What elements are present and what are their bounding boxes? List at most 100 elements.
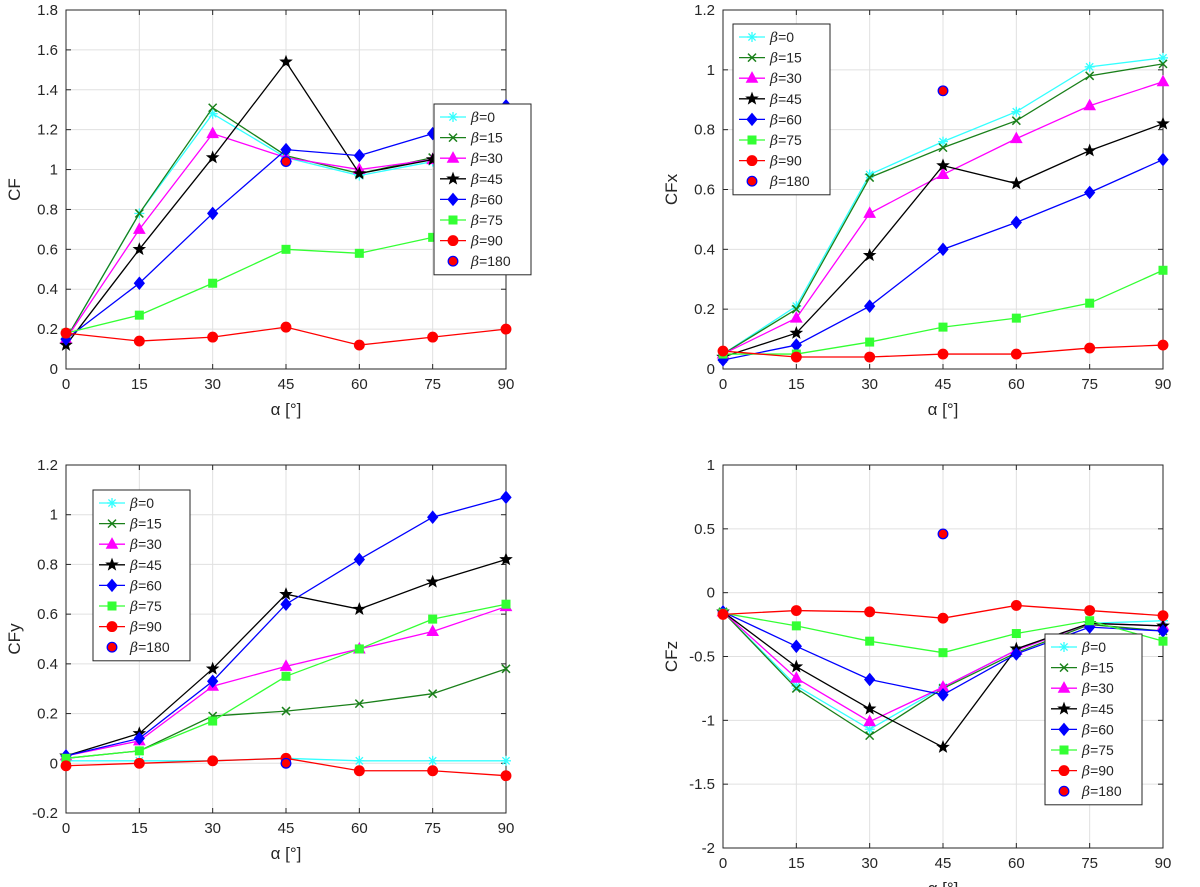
legend-label: β=75 (769, 132, 802, 149)
data-point (354, 755, 365, 766)
data-point (1158, 59, 1168, 69)
legend-label: β=15 (769, 50, 802, 67)
data-point (208, 103, 218, 113)
x-tick-label: 0 (719, 855, 727, 872)
data-point (499, 552, 513, 566)
data-point (938, 136, 948, 147)
y-axis-label: CFz (662, 641, 681, 672)
x-axis-label: α [°] (928, 400, 959, 419)
data-point (206, 126, 220, 139)
x-tick-label: 0 (719, 376, 727, 393)
data-point (354, 644, 364, 654)
x-tick-label: 60 (351, 820, 368, 837)
legend-item: β=45 (440, 171, 503, 188)
legend-marker (448, 215, 458, 225)
x-tick-label: 75 (1081, 376, 1098, 393)
data-point (1085, 616, 1095, 626)
y-tick-label: 0.5 (694, 521, 715, 538)
data-point (1011, 106, 1022, 117)
data-point (1011, 313, 1021, 323)
data-point (863, 206, 877, 218)
data-point (938, 322, 948, 332)
data-point (937, 612, 949, 624)
series-β=90 (60, 321, 512, 351)
y-tick-label: -0.5 (689, 649, 715, 666)
cf-chart: 0 15 30 45 60 75 90 0 0.2 0.4 0.6 0.8 1 1.2 1.4 1.6 1.8 α… (5, 2, 532, 419)
legend-box (732, 23, 831, 196)
y-tick-label: 0.4 (37, 656, 58, 673)
legend-label: β=180 (470, 253, 511, 270)
x-tick-label: 0 (62, 820, 70, 837)
x-tick-label: 30 (861, 376, 878, 393)
legend-item: β=0 (440, 109, 495, 126)
data-point (60, 760, 72, 772)
data-point (936, 158, 950, 172)
legend-item: β=45 (1051, 701, 1114, 718)
data-point (353, 148, 365, 163)
data-point (134, 208, 144, 218)
x-tick-label: 45 (935, 376, 952, 393)
y-tick-label: -0.2 (32, 805, 58, 822)
cfy-chart: 0 15 30 45 60 75 90-0.200.20.40.60.811.2α [°]C… (5, 457, 514, 863)
x-tick-label: 60 (351, 376, 368, 393)
y-tick-label: 1 (50, 507, 58, 524)
data-point (937, 688, 949, 702)
x-tick-label: 90 (1155, 855, 1172, 872)
legend-item: β=45 (99, 557, 162, 574)
legend-item: β=15 (1051, 660, 1114, 677)
legend-marker (107, 519, 117, 529)
legend-label: β=75 (1081, 742, 1114, 759)
x-tick-label: 75 (1081, 855, 1098, 872)
x-tick-label: 90 (498, 820, 515, 837)
data-point (353, 339, 365, 351)
data-point (789, 671, 803, 683)
x-tick-label: 45 (278, 376, 295, 393)
data-point (790, 639, 802, 654)
data-point (938, 143, 948, 153)
y-tick-label: 0 (707, 585, 715, 602)
legend-marker (747, 32, 757, 42)
legend-marker (107, 498, 117, 508)
data-point (1084, 61, 1095, 72)
data-point (865, 173, 875, 183)
x-tick-label: 60 (1008, 855, 1025, 872)
data-point (862, 248, 877, 262)
legend-marker (448, 112, 458, 122)
x-tick-label: 90 (1155, 376, 1172, 393)
data-point (936, 739, 950, 753)
legend-marker (446, 151, 460, 163)
data-point (864, 351, 876, 363)
data-point (207, 331, 219, 343)
legend-marker (1059, 642, 1069, 652)
data-point (281, 706, 291, 716)
legend-marker (746, 112, 758, 127)
y-tick-label: 0 (50, 361, 58, 378)
legend-marker (746, 155, 758, 167)
data-point (280, 156, 292, 168)
y-axis-label: CF (5, 178, 24, 201)
x-tick-label: 45 (935, 855, 952, 872)
x-tick-label: 0 (62, 376, 70, 393)
data-point (862, 701, 877, 715)
data-point (790, 351, 802, 363)
y-tick-label: 1.4 (37, 82, 58, 99)
data-point (427, 755, 438, 766)
data-point (864, 672, 876, 687)
legend-label: β=90 (769, 153, 802, 170)
data-point (279, 659, 293, 671)
data-point (133, 757, 145, 769)
data-point (1157, 610, 1169, 622)
y-tick-label: 0.2 (694, 301, 715, 318)
data-point (1158, 636, 1168, 646)
x-tick-label: 15 (131, 820, 148, 837)
data-point (789, 311, 803, 323)
legend-marker (107, 601, 117, 611)
data-point (1158, 52, 1168, 63)
y-tick-label: 0.2 (37, 706, 58, 723)
data-point (133, 335, 145, 347)
legend-item: β=90 (739, 153, 802, 170)
data-point (1157, 152, 1169, 167)
data-point (207, 674, 219, 689)
data-point (501, 664, 511, 674)
